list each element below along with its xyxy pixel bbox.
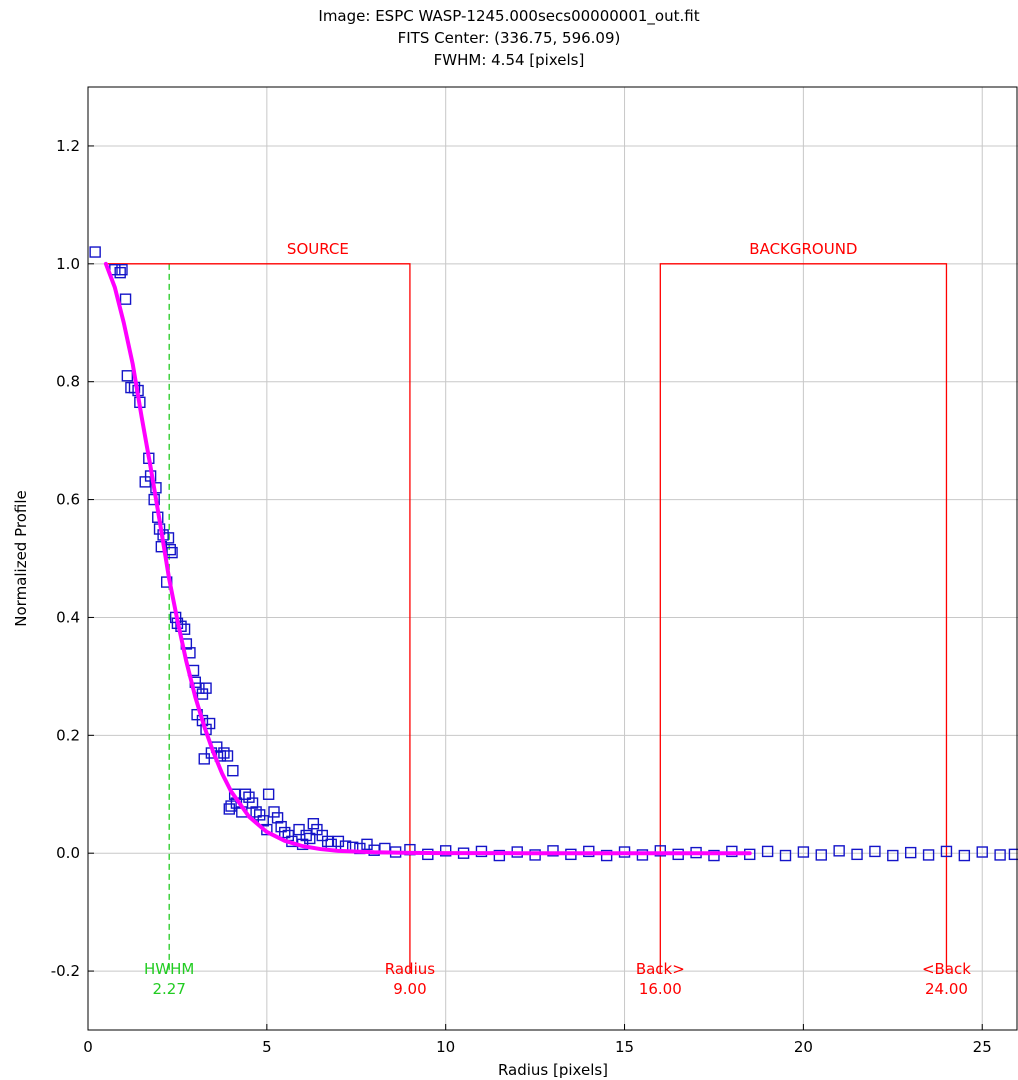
data-point <box>239 788 252 800</box>
radius-value: 9.00 <box>393 980 426 998</box>
data-point <box>547 845 559 857</box>
data-point <box>293 823 305 836</box>
y-tick-label: -0.2 <box>51 962 80 980</box>
data-point <box>196 688 209 700</box>
data-point <box>166 546 178 559</box>
y-tick-label: 0.6 <box>56 491 80 509</box>
data-point <box>922 849 935 861</box>
hwhm-label: HWHM <box>144 960 194 978</box>
data-point <box>307 818 320 830</box>
data-point <box>654 845 667 857</box>
data-point <box>833 845 845 857</box>
data-point <box>904 846 917 859</box>
source-aperture-line <box>105 263 411 973</box>
data-point <box>994 849 1006 861</box>
data-point <box>708 849 720 862</box>
data-point <box>851 848 863 861</box>
y-axis-label: Normalized Profile <box>12 490 30 626</box>
grid-lines <box>88 87 1018 1030</box>
data-point <box>262 788 275 800</box>
data-points <box>89 246 1018 862</box>
data-point <box>250 806 262 818</box>
hwhm-value: 2.27 <box>152 980 185 998</box>
source-label: SOURCE <box>287 240 349 258</box>
data-point <box>887 849 899 862</box>
data-point <box>869 845 881 858</box>
data-point <box>198 753 210 765</box>
data-point <box>439 845 452 857</box>
x-tick-label: 20 <box>794 1038 813 1056</box>
data-point <box>761 845 774 858</box>
x-tick-label: 5 <box>262 1038 272 1056</box>
data-point <box>246 797 259 809</box>
y-tick-label: 0.2 <box>56 726 80 744</box>
back-inner-label: Back> <box>636 960 685 978</box>
data-point <box>321 835 334 848</box>
x-tick-label: 0 <box>83 1038 93 1056</box>
data-point <box>958 849 971 862</box>
data-point <box>600 849 613 862</box>
data-point <box>114 266 126 279</box>
chart-title-fwhm: FWHM: 4.54 [pixels] <box>433 51 585 69</box>
data-point <box>976 846 988 858</box>
data-point <box>279 826 291 839</box>
data-point <box>223 803 235 815</box>
radius-label: Radius <box>385 960 435 978</box>
x-tick-label: 25 <box>973 1038 992 1056</box>
chart-title-center: FITS Center: (336.75, 596.09) <box>397 29 621 47</box>
aperture-markers <box>105 263 948 973</box>
back-inner-value: 16.00 <box>639 980 682 998</box>
background-label: BACKGROUND <box>749 240 857 258</box>
data-point <box>227 764 239 777</box>
back-outer-label: <Back <box>922 960 971 978</box>
data-point <box>797 846 810 858</box>
data-point <box>116 264 128 276</box>
data-point <box>243 791 255 803</box>
data-point <box>493 849 506 862</box>
back-outer-value: 24.00 <box>925 980 968 998</box>
aperture-labels: SOURCE BACKGROUND HWHM 2.27 Radius 9.00 Back> 1… <box>144 240 971 998</box>
y-tick-label: 0.8 <box>56 373 80 391</box>
fit-curve <box>103 261 752 856</box>
data-point <box>1008 848 1018 861</box>
y-tick-label: 1.0 <box>56 255 80 273</box>
x-tick-label: 10 <box>436 1038 455 1056</box>
data-point <box>361 838 373 851</box>
background-aperture-line <box>659 263 948 973</box>
data-point <box>300 829 312 842</box>
data-point <box>257 815 269 827</box>
plot-frame <box>87 86 1018 1031</box>
x-axis-label: Radius [pixels] <box>498 1061 608 1079</box>
x-tick-label: 15 <box>615 1038 634 1056</box>
data-point <box>304 832 316 845</box>
data-point <box>200 682 212 694</box>
data-point <box>218 747 230 759</box>
data-point <box>221 750 234 762</box>
data-point <box>815 849 827 861</box>
fit-curve-group <box>103 261 752 856</box>
data-point <box>268 806 280 818</box>
data-point <box>89 246 101 258</box>
y-tick-label: 1.2 <box>56 137 80 155</box>
y-tick-label: 0.0 <box>56 844 80 862</box>
data-point <box>253 809 266 821</box>
data-point <box>119 293 132 305</box>
chart-title-image: Image: ESPC WASP-1245.000secs00000001_ou… <box>318 7 700 25</box>
data-point <box>271 812 284 824</box>
data-point <box>275 820 287 833</box>
data-point <box>779 849 792 862</box>
data-point <box>940 845 953 858</box>
y-tick-label: 0.4 <box>56 608 80 626</box>
data-point <box>121 370 134 382</box>
axis-ticks: 0 5 10 15 20 25 -0.2 0.0 0.2 0.4 0.6 0.8 1.0 1.2 <box>51 137 992 1056</box>
